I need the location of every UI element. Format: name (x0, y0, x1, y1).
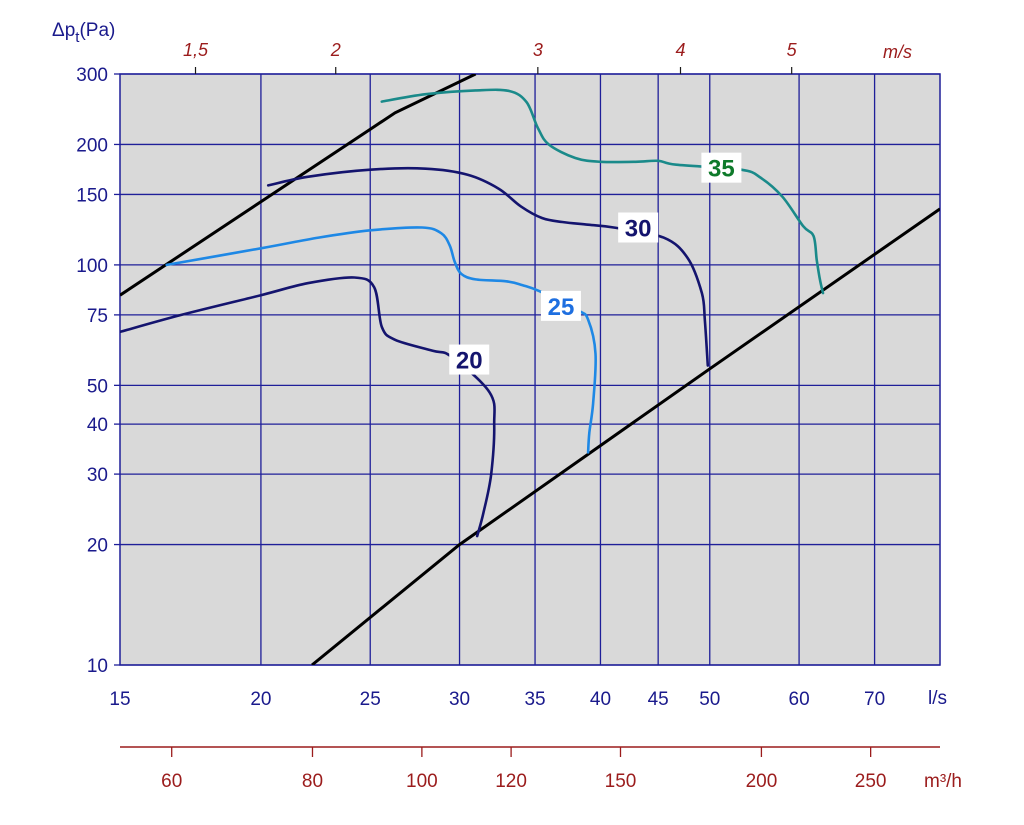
y-axis-title-prefix: Δp (52, 20, 75, 41)
top-tick-label: 5 (787, 40, 798, 60)
series-label-bg-25 (540, 290, 581, 321)
curve-labels: 20 25 30 35 (449, 152, 742, 375)
series-line-20 (120, 276, 496, 538)
x-axis-unit-label: l/s (928, 688, 947, 709)
series-line-30 (266, 166, 710, 367)
x-tick-label: 45 (648, 689, 669, 710)
bottom-secondary-tick-label: 60 (161, 771, 182, 792)
boundary-line (311, 207, 940, 665)
series-label-30: 30 (625, 216, 652, 243)
y-tick-label: 75 (87, 306, 108, 327)
x-tick-label: 70 (864, 689, 885, 710)
series-line-25 (165, 226, 597, 454)
y-axis-title-subscript: t (75, 29, 80, 46)
series-label-25: 25 (548, 294, 575, 321)
series-label-bg-30 (618, 212, 659, 243)
x-tick-label: 60 (789, 689, 810, 710)
bottom-axis-unit-label: m³/h (924, 771, 962, 792)
x-tick-label: 20 (250, 689, 271, 710)
series-curves (120, 88, 825, 538)
y-tick-label: 150 (76, 185, 108, 206)
x-tick-label: 50 (699, 689, 720, 710)
top-tick-label: 2 (330, 40, 341, 60)
top-axis-unit-label: m/s (883, 42, 912, 62)
y-tick-label: 20 (87, 536, 108, 557)
top-tick-label: 3 (533, 40, 543, 60)
x-tick-label: 40 (590, 689, 611, 710)
bottom-secondary-tick-label: 150 (605, 771, 637, 792)
axis-ticks: 15 20 25 30 35 40 45 50 60 7010203040507510015020… (76, 40, 886, 792)
bottom-secondary-tick-label: 100 (406, 771, 438, 792)
y-tick-label: 30 (87, 465, 108, 486)
y-tick-label: 200 (76, 135, 108, 156)
y-tick-label: 40 (87, 415, 108, 436)
top-tick-label: 4 (675, 40, 685, 60)
series-label-bg-35 (701, 152, 742, 183)
bottom-secondary-tick-label: 250 (855, 771, 887, 792)
bottom-secondary-tick-label: 200 (746, 771, 778, 792)
x-tick-label: 30 (449, 689, 470, 710)
boundary-line (120, 74, 477, 297)
series-label-35: 35 (708, 156, 735, 183)
series-label-bg-20 (449, 344, 490, 375)
y-tick-label: 50 (87, 376, 108, 397)
y-tick-label: 10 (87, 656, 108, 677)
top-tick-label: 1,5 (183, 40, 209, 60)
grid-lines (120, 73, 940, 666)
x-tick-label: 15 (109, 689, 130, 710)
y-tick-label: 100 (76, 256, 108, 277)
y-axis-title-suffix: (Pa) (79, 20, 115, 41)
y-tick-label: 300 (76, 65, 108, 86)
bottom-secondary-tick-label: 120 (495, 771, 527, 792)
plot-frame (119, 73, 941, 666)
plot-area (120, 74, 940, 665)
series-line-35 (380, 88, 825, 295)
y-axis-title: Δpt(Pa) (52, 20, 115, 46)
series-label-20: 20 (456, 348, 483, 375)
boundary-lines (120, 74, 940, 665)
x-tick-label: 25 (360, 689, 381, 710)
x-tick-label: 35 (524, 689, 545, 710)
bottom-secondary-tick-label: 80 (302, 771, 323, 792)
